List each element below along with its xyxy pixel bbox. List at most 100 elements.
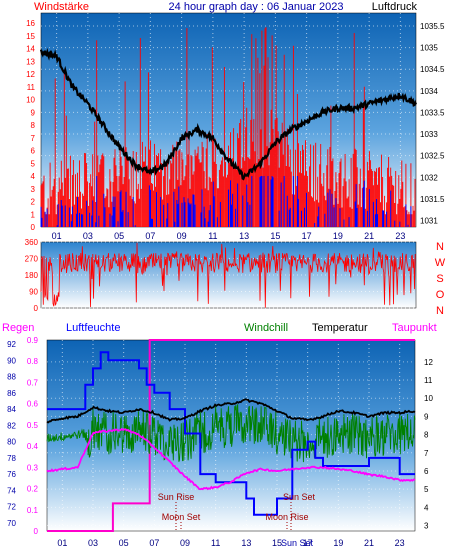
temperature-tick-label: 8 <box>424 431 429 440</box>
rain-tick-label: 0.9 <box>27 336 39 345</box>
x-tick-label: 23 <box>395 538 405 548</box>
temperature-tick-label: 7 <box>424 449 429 458</box>
legend-temperature: Temperatur <box>312 322 368 334</box>
temperature-tick-label: 4 <box>424 503 429 512</box>
humidity-tick-label: 84 <box>7 405 16 414</box>
compass-label: O <box>436 289 445 301</box>
humidity-tick-label: 80 <box>7 438 16 447</box>
compass-label: S <box>436 273 443 285</box>
windchill-line <box>46 404 416 463</box>
temperature-humidity-panel: Regen Luftfeuchte Windchill Temperatur T… <box>2 322 437 548</box>
temperature-tick-label: 6 <box>424 467 429 476</box>
pressure-tick-label: 1031.5 <box>420 195 445 204</box>
dewpoint-line <box>46 427 416 491</box>
x-tick-label: 21 <box>364 231 374 241</box>
wind-direction-series <box>40 242 416 308</box>
pressure-tick-label: 1032.5 <box>420 152 445 161</box>
rain-tick-label: 0.7 <box>27 378 39 387</box>
legend-rain: Regen <box>2 322 34 334</box>
wind-tick-label: 11 <box>27 83 36 92</box>
temperature-tick-label: 10 <box>424 394 433 403</box>
rain-tick-label: 0 <box>34 527 39 536</box>
wind-tick-label: 5 <box>31 159 36 168</box>
left-axis-title: Windstärke <box>34 1 89 13</box>
wind-tick-label: 12 <box>26 70 35 79</box>
temperature-tick-label: 9 <box>424 412 429 421</box>
wind-tick-label: 6 <box>31 147 36 156</box>
direction-tick-label: 270 <box>25 255 39 264</box>
direction-tick-label: 0 <box>34 304 39 313</box>
temperature-tick-label: 5 <box>424 485 429 494</box>
legend-dewpoint: Taupunkt <box>392 322 437 334</box>
x-tick-label: 05 <box>119 538 129 548</box>
compass-label: N <box>436 241 444 253</box>
sunrise-label: Sun Rise <box>158 492 195 502</box>
humidity-series <box>47 351 415 516</box>
humidity-ticks: 70 72 74 76 78 80 82 84 86 88 90 92 <box>7 340 16 528</box>
x-tick-label: 11 <box>211 538 220 548</box>
pressure-tick-label: 1034 <box>420 87 438 96</box>
x-tick-label: 19 <box>333 231 343 241</box>
rain-tick-label: 0.6 <box>27 400 39 409</box>
direction-ticks: 360 270 180 90 0 <box>25 238 39 313</box>
right-axis-title: Luftdruck <box>372 1 418 13</box>
temperature-tick-label: 11 <box>424 376 433 385</box>
rain-line <box>47 339 415 532</box>
moonset-label: Moon Set <box>162 512 201 522</box>
pressure-tick-label: 1035 <box>420 44 438 53</box>
chart-title: 24 hour graph day : 06 Januar 2023 <box>169 1 344 13</box>
pressure-series <box>39 47 418 181</box>
direction-tick-label: 90 <box>29 288 38 297</box>
x-tick-label: 15 <box>270 231 280 241</box>
x-tick-label: 05 <box>114 231 124 241</box>
humidity-tick-label: 88 <box>7 373 16 382</box>
humidity-tick-label: 72 <box>7 503 16 512</box>
humidity-tick-label: 78 <box>7 454 16 463</box>
sunset-label: Sun Set <box>283 492 316 502</box>
legend-humidity: Luftfeuchte <box>66 322 120 334</box>
temperature-line <box>46 398 416 424</box>
moonrise-label: Moon Rise <box>265 512 308 522</box>
pressure-tick-label: 1035.5 <box>420 22 445 31</box>
x-tick-label: 03 <box>88 538 98 548</box>
wind-tick-label: 0 <box>31 223 36 232</box>
humidity-tick-label: 86 <box>7 389 16 398</box>
humidity-line <box>47 351 415 516</box>
wind-tick-label: 15 <box>26 32 35 41</box>
x-tick-label: 19 <box>333 538 343 548</box>
x-tick-label: 17 <box>303 538 313 548</box>
humidity-tick-label: 82 <box>7 421 16 430</box>
wind-tick-label: 10 <box>26 96 35 105</box>
x-tick-label: 01 <box>57 538 67 548</box>
humidity-tick-label: 76 <box>7 470 16 479</box>
x-tick-label: 15 <box>272 538 282 548</box>
humidity-tick-label: 92 <box>7 340 16 349</box>
wind-tick-label: 9 <box>31 108 36 117</box>
wind-tick-label: 2 <box>31 198 36 207</box>
x-tick-label: 07 <box>149 538 159 548</box>
x-tick-label: 09 <box>177 231 187 241</box>
compass-label: N <box>436 305 444 317</box>
x-tick-label: 13 <box>239 231 249 241</box>
x-tick-label: 23 <box>395 231 405 241</box>
rain-ticks: 0 0.1 0.2 0.3 0.4 0.5 0.6 0.7 0.8 0.9 <box>27 336 39 536</box>
wind-mean-series <box>40 176 412 227</box>
grid-2 <box>41 241 416 309</box>
wind-tick-label: 3 <box>31 185 36 194</box>
wind-tick-label: 8 <box>31 121 36 130</box>
astro-annotations: Sun Rise Moon Set Sun Set Moon Rise Sun … <box>158 492 316 548</box>
pressure-tick-label: 1033.5 <box>420 108 445 117</box>
humidity-tick-label: 70 <box>7 519 16 528</box>
temperature-tick-label: 12 <box>424 358 433 367</box>
legend-windchill: Windchill <box>244 322 288 334</box>
direction-tick-label: 360 <box>25 238 39 247</box>
compass-label: W <box>435 257 446 269</box>
dewpoint-series <box>46 427 416 491</box>
windchill-series <box>46 404 416 463</box>
pressure-tick-label: 1031 <box>420 217 438 226</box>
wind-tick-label: 7 <box>31 134 36 143</box>
